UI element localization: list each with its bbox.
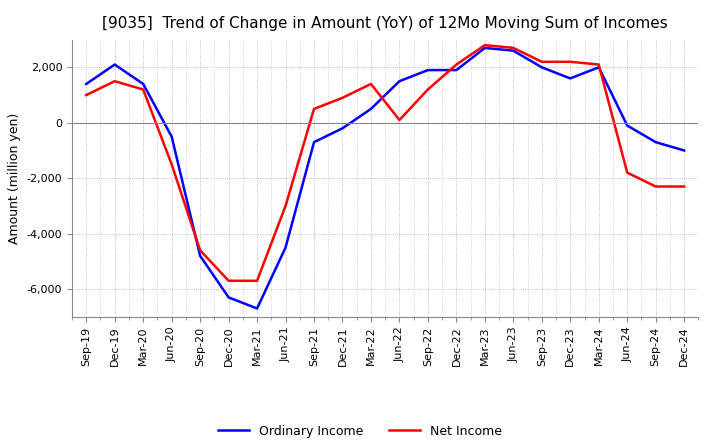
Net Income <box>395 117 404 123</box>
Ordinary Income <box>366 106 375 111</box>
Line: Net Income: Net Income <box>86 45 684 281</box>
Net Income <box>680 184 688 189</box>
Ordinary Income <box>253 306 261 311</box>
Net Income <box>225 278 233 283</box>
Net Income <box>652 184 660 189</box>
Net Income <box>196 248 204 253</box>
Ordinary Income <box>509 48 518 53</box>
Net Income <box>452 62 461 67</box>
Y-axis label: Amount (million yen): Amount (million yen) <box>8 113 21 244</box>
Net Income <box>366 81 375 87</box>
Net Income <box>566 59 575 64</box>
Line: Ordinary Income: Ordinary Income <box>86 48 684 308</box>
Legend: Ordinary Income, Net Income: Ordinary Income, Net Income <box>213 420 507 440</box>
Ordinary Income <box>395 78 404 84</box>
Net Income <box>480 43 489 48</box>
Ordinary Income <box>652 139 660 145</box>
Net Income <box>595 62 603 67</box>
Ordinary Income <box>225 295 233 300</box>
Ordinary Income <box>452 67 461 73</box>
Ordinary Income <box>310 139 318 145</box>
Ordinary Income <box>282 245 290 250</box>
Net Income <box>338 95 347 100</box>
Net Income <box>253 278 261 283</box>
Ordinary Income <box>423 67 432 73</box>
Net Income <box>282 203 290 209</box>
Net Income <box>110 78 119 84</box>
Net Income <box>167 161 176 167</box>
Ordinary Income <box>480 45 489 51</box>
Net Income <box>509 45 518 51</box>
Net Income <box>139 87 148 92</box>
Ordinary Income <box>196 253 204 258</box>
Ordinary Income <box>167 134 176 139</box>
Title: [9035]  Trend of Change in Amount (YoY) of 12Mo Moving Sum of Incomes: [9035] Trend of Change in Amount (YoY) o… <box>102 16 668 32</box>
Ordinary Income <box>139 81 148 87</box>
Ordinary Income <box>680 148 688 153</box>
Ordinary Income <box>82 81 91 87</box>
Ordinary Income <box>537 65 546 70</box>
Ordinary Income <box>595 65 603 70</box>
Net Income <box>82 92 91 98</box>
Ordinary Income <box>110 62 119 67</box>
Net Income <box>310 106 318 111</box>
Net Income <box>623 170 631 175</box>
Ordinary Income <box>338 126 347 131</box>
Net Income <box>423 87 432 92</box>
Ordinary Income <box>566 76 575 81</box>
Net Income <box>537 59 546 64</box>
Ordinary Income <box>623 123 631 128</box>
